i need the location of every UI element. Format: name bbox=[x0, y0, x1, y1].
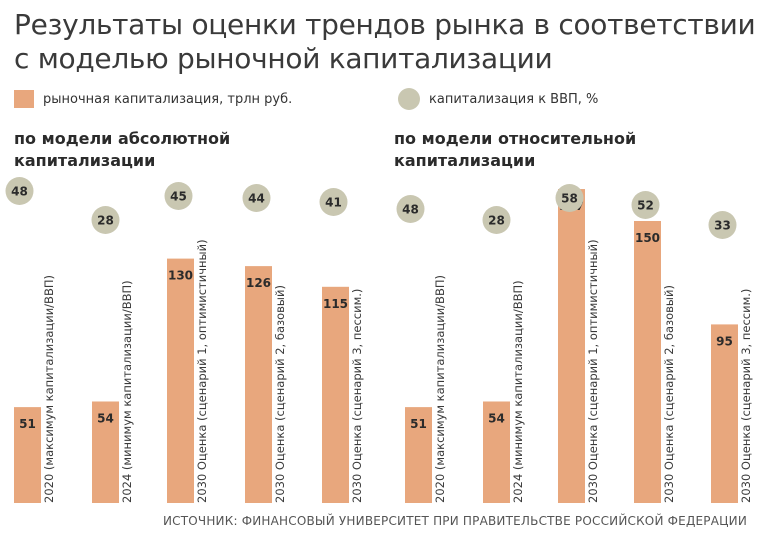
gdp-ratio-label: 48 bbox=[402, 203, 419, 217]
category-label: 2030 Оценка (сценарий 1, оптимистичный) bbox=[586, 239, 600, 503]
category-label: 2030 Оценка (сценарий 1, оптимистичный) bbox=[195, 239, 209, 503]
gdp-ratio-label: 33 bbox=[714, 219, 731, 233]
panel-title-relative: по модели относительной капитализации bbox=[394, 129, 637, 170]
gdp-ratio-label: 48 bbox=[11, 185, 28, 199]
gdp-ratio-circle bbox=[319, 188, 348, 216]
bar-value-label: 51 bbox=[410, 417, 427, 431]
category-label: 2024 (минимум капитализации/ВВП) bbox=[120, 280, 134, 503]
legend-circle-label: капитализация к ВВП, % bbox=[429, 91, 599, 107]
bar bbox=[14, 407, 41, 503]
gdp-ratio-label: 58 bbox=[561, 192, 578, 206]
gdp-ratio-circle bbox=[708, 211, 737, 239]
bar-value-label: 150 bbox=[635, 231, 660, 245]
gdp-ratio-label: 52 bbox=[637, 199, 654, 213]
gdp-ratio-label: 45 bbox=[170, 190, 187, 204]
panel-title-absolute: по модели абсолютной капитализации bbox=[14, 129, 231, 170]
legend-bars: рыночная капитализация, трлн руб. bbox=[14, 88, 292, 110]
gdp-ratio-circle bbox=[242, 184, 271, 212]
bar-value-label: 54 bbox=[97, 411, 114, 425]
legend-circles: капитализация к ВВП, % bbox=[398, 88, 598, 110]
bar-value-label: 115 bbox=[323, 297, 348, 311]
gdp-ratio-circle bbox=[555, 184, 584, 212]
category-label: 2030 Оценка (сценарий 2, базовый) bbox=[273, 285, 287, 503]
gdp-ratio-circle bbox=[5, 177, 34, 205]
bar bbox=[245, 266, 272, 503]
bar bbox=[322, 286, 349, 503]
bar-value-label: 130 bbox=[168, 269, 193, 283]
source-note: ИСТОЧНИК: ФИНАНСОВЫЙ УНИВЕРСИТЕТ ПРИ ПРА… bbox=[162, 514, 748, 528]
bar bbox=[92, 401, 119, 503]
bar-swatch-icon bbox=[14, 90, 34, 108]
bar-value-label: 54 bbox=[488, 411, 505, 425]
gdp-ratio-circle bbox=[91, 206, 120, 234]
bar-value-label: 51 bbox=[19, 417, 36, 431]
bar bbox=[711, 324, 738, 503]
bar-value-label: 126 bbox=[246, 276, 271, 290]
chart-title: Результаты оценки трендов рынка в соотве… bbox=[14, 8, 756, 75]
gdp-ratio-label: 41 bbox=[325, 196, 342, 210]
category-label: 2030 Оценка (сценарий 2, базовый) bbox=[662, 285, 676, 503]
bar bbox=[634, 221, 661, 503]
category-label: 2030 Оценка (сценарий 3, пессим.) bbox=[739, 289, 753, 503]
legend-bar-label: рыночная капитализация, трлн руб. bbox=[43, 91, 293, 107]
category-label: 2020 (максимум капитализации/ВВП) bbox=[42, 275, 56, 503]
bar bbox=[167, 258, 194, 503]
gdp-ratio-label: 28 bbox=[488, 214, 505, 228]
category-label: 2020 (максимум капитализации/ВВП) bbox=[433, 275, 447, 503]
gdp-ratio-label: 28 bbox=[97, 214, 114, 228]
gdp-ratio-circle bbox=[164, 182, 193, 210]
bar bbox=[483, 401, 510, 503]
gdp-ratio-label: 44 bbox=[248, 192, 265, 206]
category-label: 2024 (минимум капитализации/ВВП) bbox=[511, 280, 525, 503]
category-label: 2030 Оценка (сценарий 3, пессим.) bbox=[350, 289, 364, 503]
gdp-ratio-circle bbox=[482, 206, 511, 234]
bar bbox=[405, 407, 432, 503]
bar-value-label: 95 bbox=[716, 334, 733, 348]
gdp-ratio-circle bbox=[396, 195, 425, 223]
circle-swatch-icon bbox=[398, 88, 420, 110]
bar bbox=[558, 189, 585, 504]
gdp-ratio-circle bbox=[631, 191, 660, 219]
